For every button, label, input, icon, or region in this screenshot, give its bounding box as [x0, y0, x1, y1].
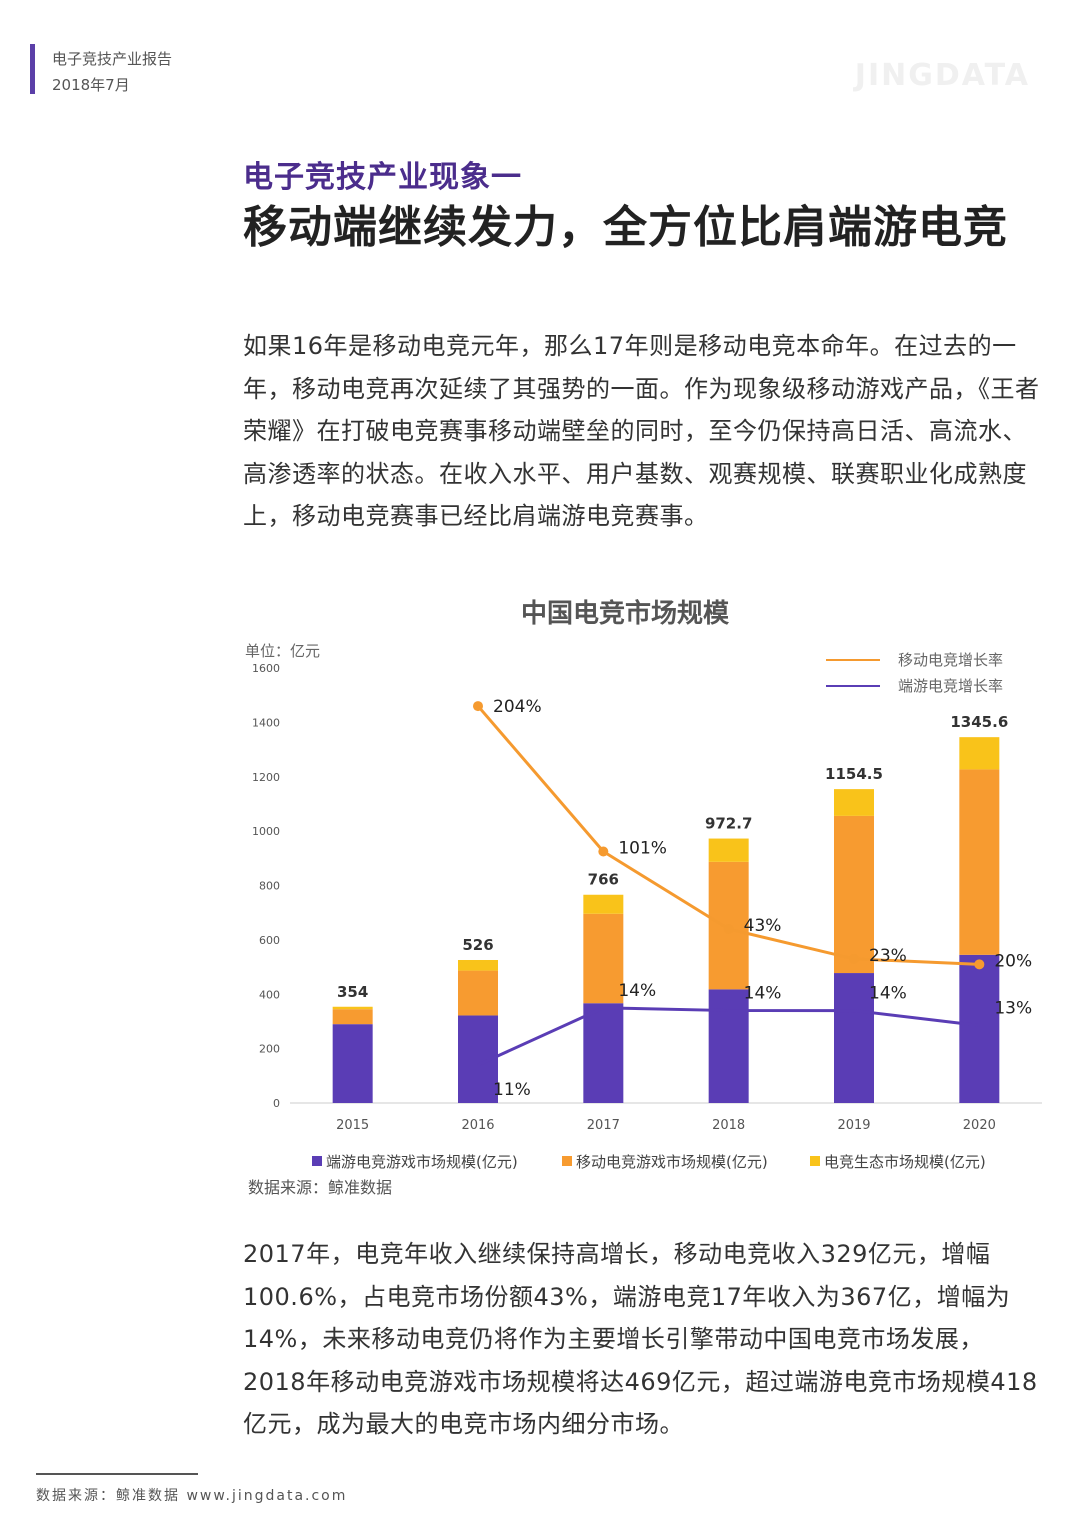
bar-total-label: 1154.5	[825, 765, 883, 783]
bar-total-label: 972.7	[705, 815, 752, 833]
x-tick-label: 2015	[336, 1118, 369, 1133]
bar-total-label: 354	[337, 983, 368, 1001]
bar-segment-1	[834, 973, 874, 1103]
y-tick-label: 1600	[252, 662, 280, 675]
bar-segment-3	[332, 1006, 373, 1010]
bar-segment-1	[332, 1024, 373, 1103]
section-title: 电子竞技产业现象一	[243, 160, 522, 195]
y-tick-label: 1200	[252, 771, 280, 784]
growth-label: 13%	[994, 999, 1032, 1019]
chart-title: 中国电竞市场规模	[521, 598, 730, 629]
growth-point	[849, 953, 859, 964]
bar-segment-2	[332, 1009, 373, 1025]
growth-label: 204%	[493, 697, 542, 717]
legend-label: 移动电竞游戏市场规模(亿元)	[576, 1153, 768, 1171]
growth-label: 101%	[618, 839, 667, 859]
legend-swatch	[312, 1156, 322, 1166]
growth-label: 11%	[493, 1080, 531, 1100]
header-accent-bar	[30, 44, 35, 94]
growth-label: 14%	[744, 984, 782, 1004]
legend-swatch	[562, 1156, 572, 1166]
chart-unit-label: 单位：亿元	[245, 642, 320, 660]
legend-label: 电竞生态市场规模(亿元)	[824, 1153, 986, 1171]
x-tick-label: 2016	[461, 1118, 494, 1133]
y-tick-label: 200	[259, 1043, 280, 1056]
intro-paragraph: 如果16年是移动电竞元年，那么17年则是移动电竞本命年。在过去的一年，移动电竞再…	[243, 332, 1040, 531]
growth-label: 43%	[744, 916, 782, 936]
y-tick-label: 1000	[252, 825, 280, 838]
analysis-paragraph: 2017年，电竞年收入继续保持高增长，移动电竞收入329亿元，增幅100.6%，…	[243, 1240, 1038, 1439]
bar-segment-3	[583, 894, 624, 914]
bar-segment-2	[834, 815, 874, 974]
bar-total-label: 766	[588, 871, 619, 889]
growth-point	[974, 959, 985, 970]
bar-segment-1	[708, 989, 749, 1103]
growth-point	[723, 924, 734, 934]
bar-segment-1	[959, 954, 1000, 1103]
bar-total-label: 1345.6	[950, 713, 1008, 731]
bar-segment-3	[708, 838, 749, 862]
chart-source: 数据来源：鲸准数据	[248, 1178, 392, 1197]
legend-label: 端游电竞游戏市场规模(亿元)	[326, 1153, 518, 1171]
growth-line-2	[477, 1006, 980, 1067]
growth-label: 23%	[869, 946, 907, 966]
growth-point	[473, 701, 483, 712]
report-date: 2018年7月	[52, 76, 130, 94]
bar-segment-2	[583, 913, 624, 1004]
footer-source: 数据来源：鲸准数据 www.jingdata.com	[36, 1488, 348, 1504]
y-tick-label: 0	[273, 1097, 280, 1110]
y-tick-label: 1400	[252, 716, 280, 729]
footer-divider	[36, 1473, 198, 1475]
x-tick-label: 2017	[587, 1118, 620, 1133]
watermark-logo: JINGDATA	[854, 58, 1030, 93]
growth-label: 14%	[869, 984, 907, 1004]
x-tick-label: 2020	[963, 1118, 996, 1133]
y-tick-label: 400	[259, 988, 280, 1001]
bar-segment-1	[583, 1003, 624, 1103]
growth-point	[598, 846, 609, 857]
report-title: 电子竞技产业报告	[52, 50, 173, 68]
legend-line-label: 移动电竞增长率	[898, 651, 1003, 669]
y-tick-label: 800	[259, 880, 280, 893]
bar-segment-3	[458, 959, 498, 971]
main-heading: 移动端继续发力，全方位比肩端游电竞	[243, 202, 1008, 253]
bar-total-label: 526	[462, 936, 493, 954]
x-tick-label: 2019	[837, 1118, 870, 1133]
growth-label: 14%	[618, 981, 656, 1001]
legend-line-label: 端游电竞增长率	[898, 677, 1003, 695]
report-header: 电子竞技产业报告 2018年7月	[52, 46, 172, 98]
growth-label: 20%	[994, 951, 1032, 971]
x-tick-label: 2018	[712, 1118, 745, 1133]
y-tick-label: 600	[259, 934, 280, 947]
bar-segment-2	[458, 970, 498, 1016]
bar-segment-2	[959, 769, 1000, 955]
bar-segment-3	[834, 789, 874, 816]
bar-segment-3	[959, 737, 1000, 770]
legend-swatch	[810, 1156, 820, 1166]
